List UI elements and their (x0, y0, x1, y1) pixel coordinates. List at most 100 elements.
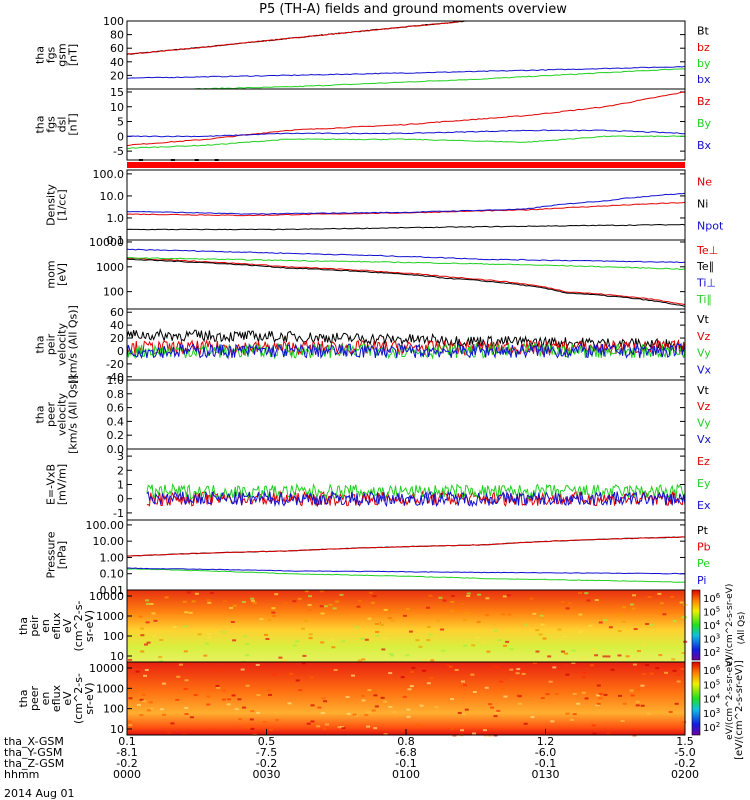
spectrogram-pixel (159, 660, 164, 663)
spectrogram-pixel (128, 724, 133, 727)
spectrogram-pixel (567, 602, 572, 605)
xaxis-value: 0130 (532, 768, 560, 781)
xaxis-value: -6.8 (395, 746, 416, 759)
spectrogram-pixel (335, 600, 340, 603)
spectrogram-pixel (464, 708, 469, 711)
spectrogram-pixel (674, 702, 679, 705)
ylabel-line: tha (34, 335, 47, 353)
spectrogram-pixel (675, 673, 680, 676)
series-line-Ni (126, 223, 686, 231)
ytick-label: 2 (117, 464, 124, 477)
spectrogram-pixel (499, 680, 504, 683)
spectrogram-pixel (540, 697, 545, 700)
spectrogram-pixel (388, 672, 393, 675)
spectrogram-pixel (368, 591, 373, 594)
spectrogram-pixel (241, 601, 246, 604)
spectrogram-pixel (186, 591, 191, 594)
spectrogram-pixel (408, 630, 413, 633)
spectrogram-pixel (322, 727, 327, 730)
spectrogram-pixel (402, 695, 407, 698)
legend-label-Vy: Vy (697, 347, 711, 360)
spectrogram-pixel (682, 721, 687, 724)
spectrogram-pixel (594, 599, 599, 602)
xaxis-row-label: hhmm (4, 768, 39, 781)
spectrogram-pixel (676, 680, 681, 683)
spectrogram-pixel (243, 635, 248, 638)
spectrogram-pixel (472, 691, 477, 694)
series-line-Pb (126, 536, 686, 557)
spectrogram-pixel (143, 643, 148, 646)
spectrogram-pixel (274, 593, 279, 596)
panel-peer_spec: 10 100 1000 10000 thapeerenefluxeV(cm^2-s-sr… (17, 661, 687, 737)
spectrogram-pixel (672, 620, 677, 623)
spectrogram-pixel (268, 728, 273, 731)
spectrogram-pixel (418, 645, 423, 648)
spectrogram-pixel (608, 626, 613, 629)
spectrogram-pixel (571, 649, 576, 652)
ytick-label: 0.2 (107, 429, 125, 442)
spectrogram-pixel (183, 625, 188, 628)
spectrogram-pixel (139, 698, 144, 701)
spectrogram-pixel (476, 620, 481, 623)
spectrogram-pixel (529, 597, 534, 600)
spectrogram-pixel (458, 685, 463, 688)
ylabel-line: [mV/m] (56, 464, 69, 505)
spectrogram-pixel (509, 668, 514, 671)
spectrogram-pixel (422, 669, 427, 672)
spectrogram-pixel (430, 659, 435, 662)
spectrogram-pixel (672, 669, 677, 672)
spectrogram-pixel (341, 640, 346, 643)
ylabel-line: peer (45, 402, 58, 428)
spectrogram-pixel (441, 649, 446, 652)
spectrogram-pixel (308, 595, 313, 598)
spectrogram-pixel (405, 654, 410, 657)
spectrogram-pixel (268, 693, 273, 696)
spectrogram-pixel (328, 603, 333, 606)
series-line-Bz (126, 91, 686, 147)
spectrogram-pixel (509, 648, 514, 651)
spectrogram-pixel (598, 692, 603, 695)
spectrogram-pixel (681, 651, 686, 654)
spectrogram-pixel (390, 654, 395, 657)
flag-bar (127, 159, 685, 168)
spectrogram-pixel (271, 611, 276, 614)
spectrogram-pixel (460, 603, 465, 606)
spectrogram-pixel (375, 630, 380, 633)
spectrogram-pixel (466, 592, 471, 595)
colorbar-tick-label: 102 (703, 721, 720, 734)
legend-label-Npot: Npot (697, 219, 724, 232)
spectrogram-pixel (518, 702, 523, 705)
spectrogram-pixel (255, 663, 260, 666)
spectrogram-pixel (485, 597, 490, 600)
spectrogram-pixel (657, 592, 662, 595)
spectrogram-pixel (366, 725, 371, 728)
spectrogram-pixel (515, 672, 520, 675)
spectrogram-pixel (632, 663, 637, 666)
ylabel-line: tha (17, 617, 30, 635)
colorbar-side-label: (All Qs) (737, 612, 747, 645)
spectrogram-pixel (332, 607, 337, 610)
spectrogram-pixel (630, 603, 635, 606)
spectrogram-pixel (535, 629, 540, 632)
spectrogram-pixel (598, 697, 603, 700)
ytick-label: 1000 (96, 682, 124, 695)
xaxis-value: 0030 (253, 768, 281, 781)
spectrogram-pixel (503, 695, 508, 698)
ytick-label: 40 (110, 319, 124, 332)
spectrogram-pixel (454, 668, 459, 671)
series-line-Ne (126, 201, 686, 217)
spectrogram-pixel (289, 672, 294, 675)
panel-peir_spec: 10 100 1000 10000 thapeirenefluxeV(cm^2-s-sr… (17, 589, 688, 664)
spectrogram-pixel (440, 628, 445, 631)
spectrogram-pixel (502, 644, 507, 647)
colorbar-tick-label: 106 (703, 664, 721, 677)
spectrogram-pixel (143, 674, 148, 677)
ytick-label: 60 (110, 306, 124, 319)
spectrogram-pixel (426, 625, 431, 628)
spectrogram-pixel (501, 613, 506, 616)
spectrogram-pixel (539, 614, 544, 617)
spectrogram-pixel (383, 733, 388, 736)
spectrogram-pixel (178, 663, 183, 666)
spectrogram-pixel (221, 631, 226, 634)
